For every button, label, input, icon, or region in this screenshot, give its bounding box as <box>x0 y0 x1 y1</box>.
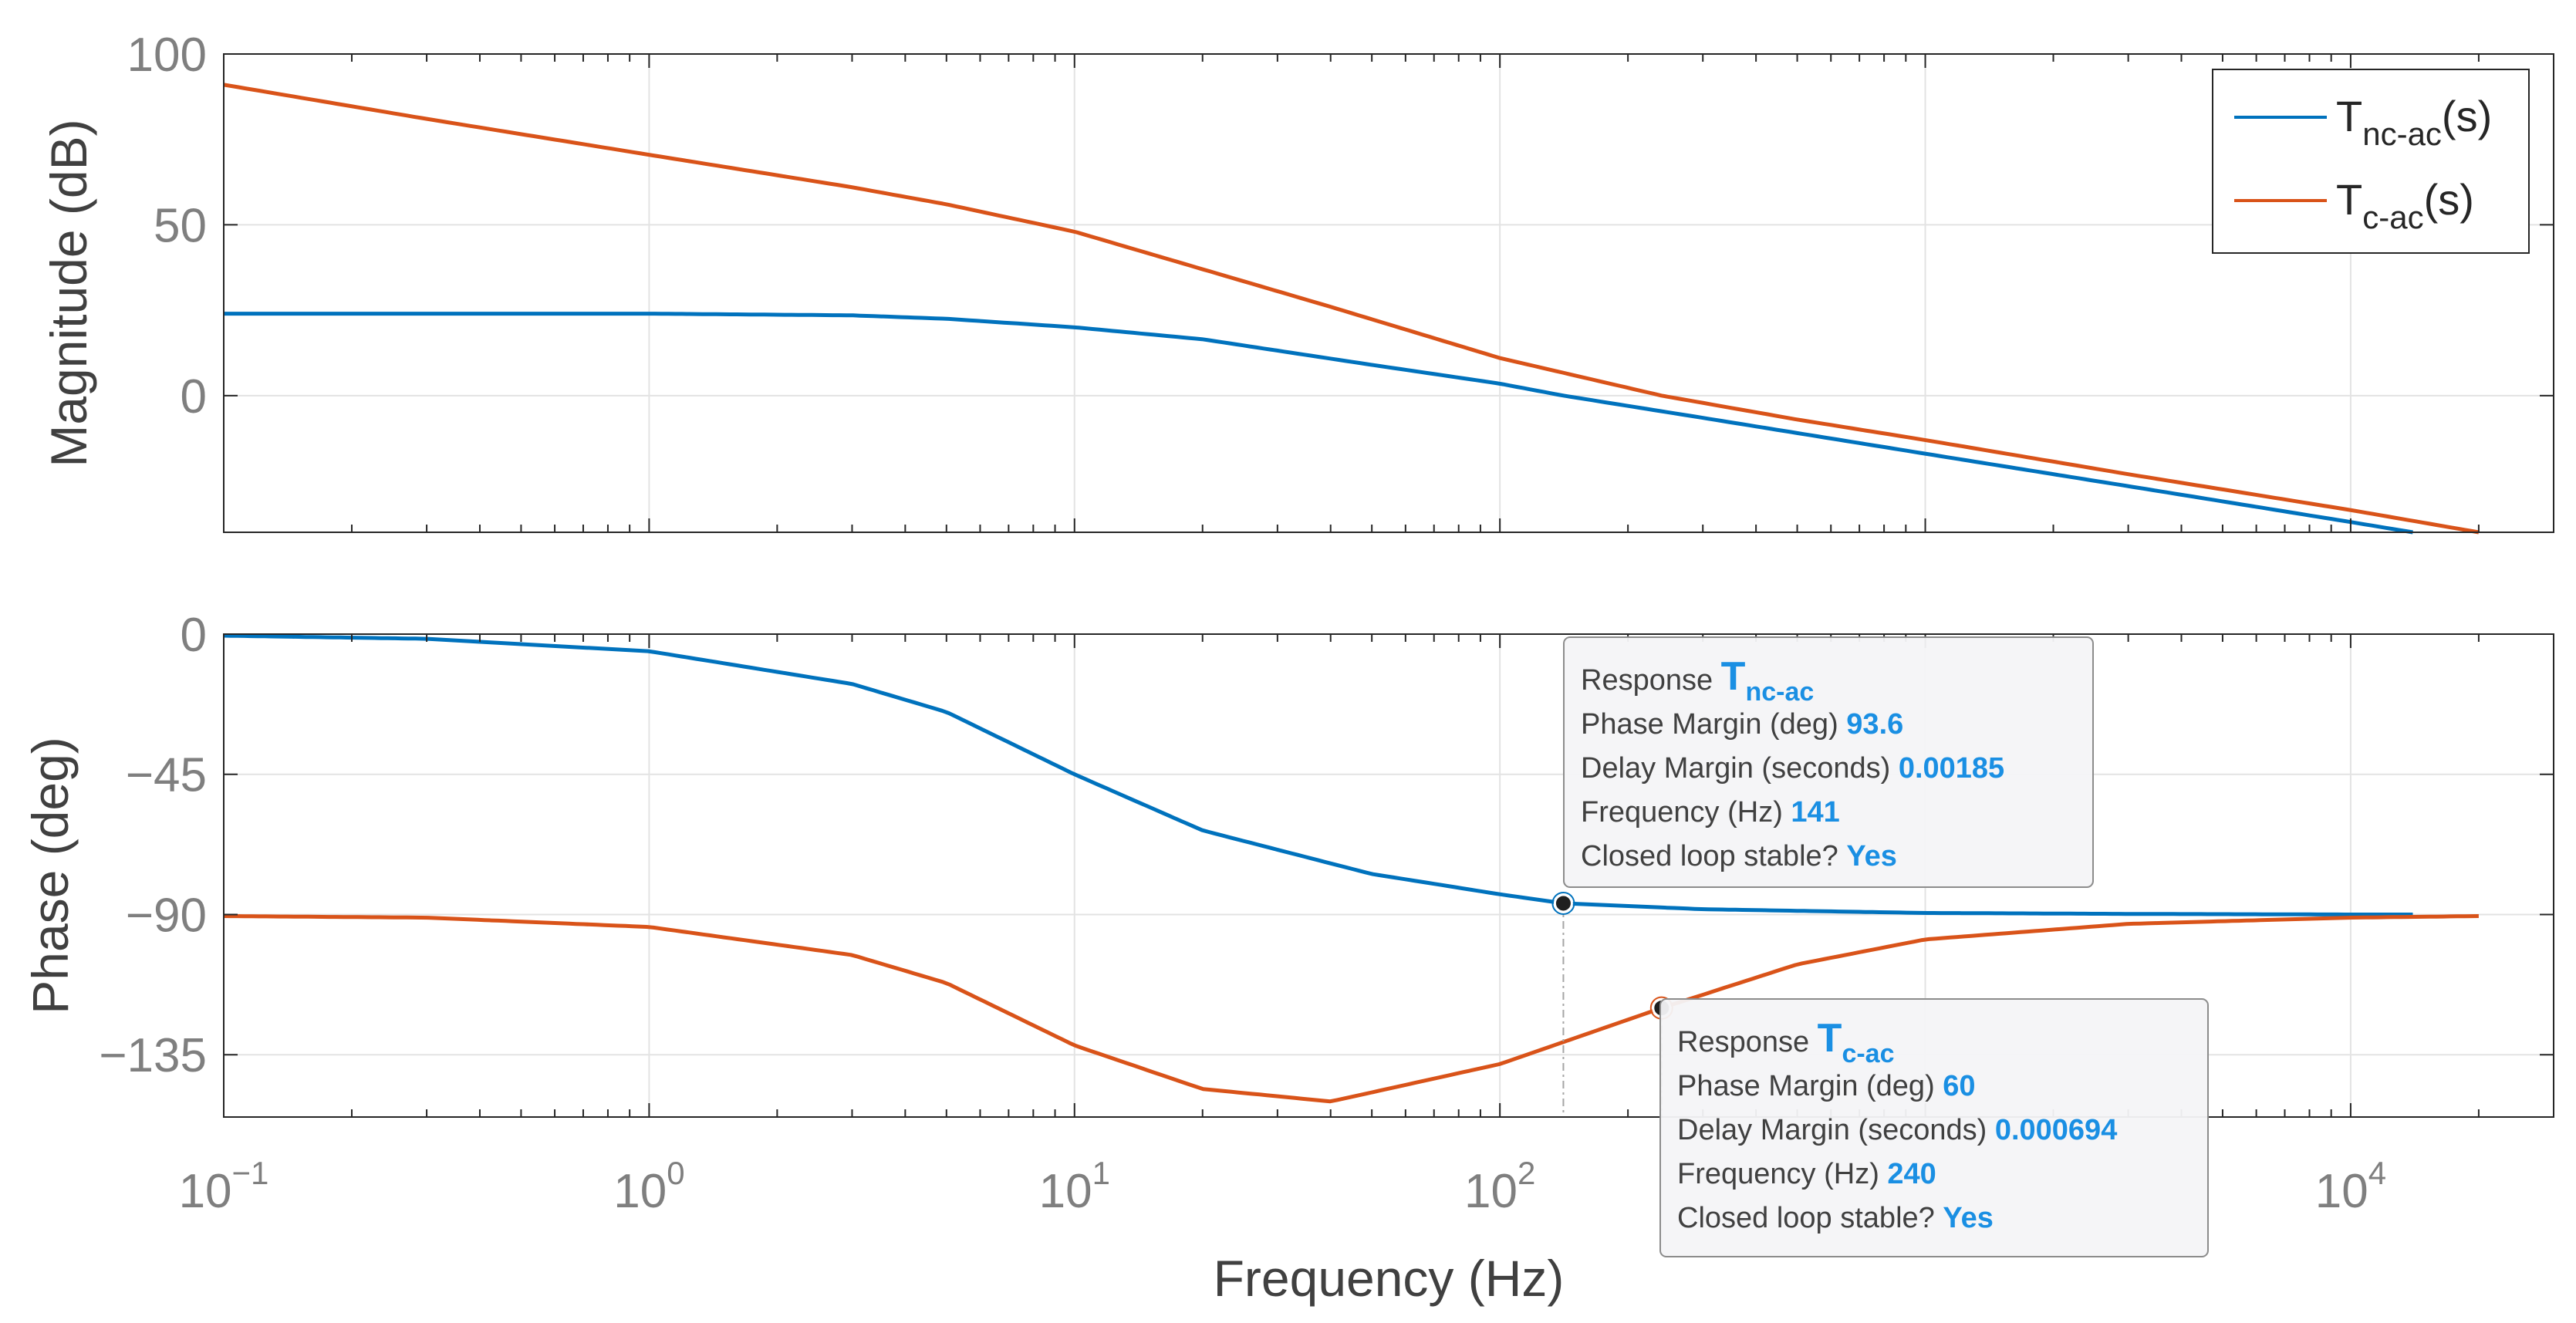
magnitude-tick-label: 100 <box>127 29 207 82</box>
datatip-marker <box>1553 893 1573 913</box>
datatip-row: Frequency (Hz) 141 <box>1581 796 1840 829</box>
phase-tick-label: −45 <box>126 749 207 802</box>
x-tick-label: 104 <box>2315 1155 2386 1218</box>
datatip-row: Closed loop stable? Yes <box>1677 1202 1994 1234</box>
phase-tick-label: 0 <box>181 609 207 662</box>
datatip-row: Frequency (Hz) 240 <box>1677 1158 1936 1190</box>
datatip-response: Response Tnc-ac <box>1581 654 1814 707</box>
magnitude-tick-label: 50 <box>154 199 207 252</box>
datatip-box <box>1659 998 2209 1257</box>
phase-tick-label: −135 <box>99 1029 207 1082</box>
legend-label: Tc-ac(s) <box>2336 175 2474 235</box>
phase-line-c <box>223 914 2479 1104</box>
phase-line-nc <box>223 633 2413 916</box>
datatip-row: Phase Margin (deg) 93.6 <box>1581 708 1903 741</box>
magnitude-line-c <box>223 83 2480 535</box>
magnitude-axes-box <box>223 53 2554 533</box>
datatip-row: Delay Margin (seconds) 0.000694 <box>1677 1114 2117 1146</box>
datatip-box <box>1563 636 2094 888</box>
legend-box <box>2212 69 2530 254</box>
datatip-response: Response Tc-ac <box>1677 1016 1895 1068</box>
x-tick-label: 102 <box>1464 1155 1535 1218</box>
magnitude-tick-label: 0 <box>181 370 207 424</box>
magnitude-axis-title: Magnitude (dB) <box>40 119 97 467</box>
phase-axes-box <box>223 633 2554 1118</box>
x-tick-label: 10−1 <box>179 1155 269 1218</box>
phase-tick-label: −90 <box>126 889 207 942</box>
magnitude-line-nc <box>224 312 2413 535</box>
x-tick-label: 100 <box>613 1155 684 1218</box>
phase-axis-title: Phase (deg) <box>22 737 79 1014</box>
datatip-marker-ring <box>1551 891 1575 915</box>
datatip-row: Phase Margin (deg) 60 <box>1677 1070 1976 1102</box>
datatip-row: Delay Margin (seconds) 0.00185 <box>1581 752 2004 785</box>
x-tick-label: 101 <box>1039 1155 1110 1218</box>
legend-label: Tnc-ac(s) <box>2336 92 2492 152</box>
datatip-row: Closed loop stable? Yes <box>1581 840 1897 872</box>
x-axis-title: Frequency (Hz) <box>1214 1250 1565 1307</box>
